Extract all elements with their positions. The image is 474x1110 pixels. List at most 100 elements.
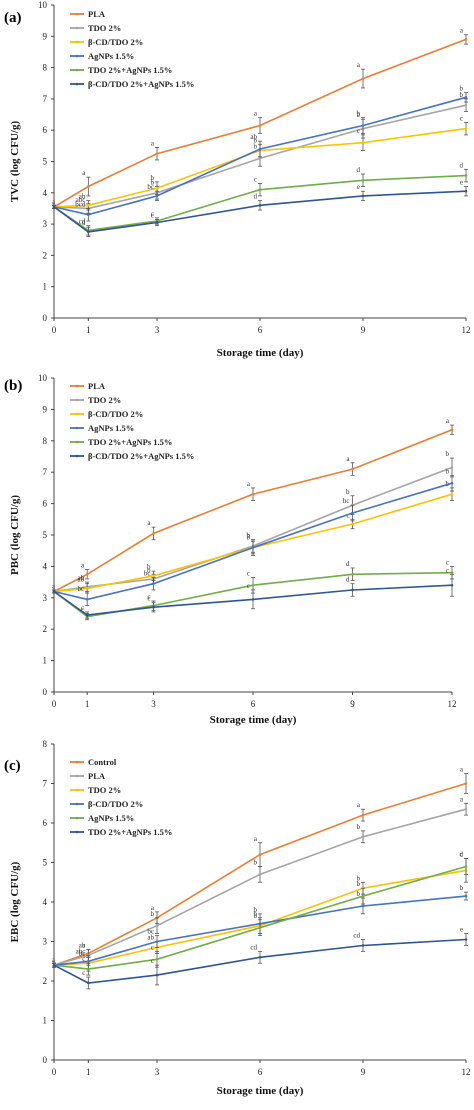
legend-marker bbox=[75, 440, 79, 444]
data-label: b bbox=[357, 111, 361, 119]
x-tick-label: 6 bbox=[258, 1067, 263, 1077]
data-label: e bbox=[460, 179, 463, 187]
data-point bbox=[85, 613, 89, 617]
data-label: b bbox=[357, 880, 361, 888]
series-line bbox=[53, 493, 453, 593]
legend-entry: β-CD/TDO 2% bbox=[88, 37, 143, 47]
legend-marker bbox=[75, 830, 79, 834]
series-line bbox=[53, 38, 467, 208]
y-tick-label: 1 bbox=[43, 1016, 48, 1026]
data-point bbox=[52, 590, 56, 593]
data-point bbox=[361, 894, 365, 898]
x-tick-label: 9 bbox=[350, 699, 355, 709]
data-point bbox=[464, 174, 468, 177]
y-tick-label: 9 bbox=[43, 404, 48, 414]
series-line bbox=[53, 865, 467, 970]
x-tick-label: 1 bbox=[86, 325, 91, 335]
data-label: c bbox=[446, 558, 449, 566]
data-label: b bbox=[254, 136, 258, 144]
data-label: a bbox=[254, 110, 258, 118]
data-point bbox=[152, 532, 155, 535]
y-tick-label: 6 bbox=[43, 818, 48, 828]
legend-entry: TDO 2% bbox=[88, 395, 121, 405]
legend-marker bbox=[75, 454, 79, 458]
series-line bbox=[53, 895, 467, 966]
data-label: c bbox=[82, 955, 85, 963]
data-point bbox=[258, 873, 262, 876]
panel-label: (b) bbox=[4, 378, 22, 394]
data-label: a bbox=[446, 417, 450, 425]
legend-marker bbox=[75, 398, 79, 402]
data-label: c bbox=[247, 582, 250, 590]
data-label: b bbox=[357, 823, 361, 831]
data-label: b bbox=[460, 884, 464, 892]
data-point bbox=[155, 973, 159, 977]
data-point bbox=[251, 492, 255, 496]
y-tick-label: 2 bbox=[43, 624, 48, 634]
data-label: c bbox=[147, 595, 150, 603]
data-point bbox=[464, 894, 468, 898]
data-label: b bbox=[357, 110, 361, 118]
data-point bbox=[251, 583, 255, 587]
data-label: c bbox=[460, 114, 463, 122]
y-tick-label: 0 bbox=[43, 687, 48, 697]
data-point bbox=[258, 124, 262, 127]
data-label: bc bbox=[343, 497, 350, 505]
data-label: c bbox=[446, 566, 449, 574]
y-tick-label: 9 bbox=[43, 31, 48, 41]
legend-marker bbox=[75, 54, 79, 58]
data-point bbox=[87, 967, 90, 971]
data-label: ab bbox=[250, 133, 257, 141]
data-point bbox=[52, 205, 56, 209]
data-label: c bbox=[151, 943, 154, 951]
data-point bbox=[87, 204, 90, 207]
data-label: c bbox=[151, 211, 154, 219]
data-label: bc bbox=[78, 585, 85, 593]
data-label: d bbox=[82, 219, 86, 227]
data-label: b bbox=[460, 85, 464, 93]
data-point bbox=[85, 598, 89, 601]
y-tick-label: 5 bbox=[43, 858, 48, 868]
legend-entry: TDO 2%+AgNPs 1.5% bbox=[88, 437, 172, 447]
x-tick-label: 3 bbox=[155, 1067, 160, 1077]
data-label: b bbox=[151, 174, 155, 182]
data-label: b bbox=[460, 91, 464, 99]
data-label: b bbox=[446, 467, 450, 475]
data-point bbox=[351, 572, 354, 576]
legend: PLA TDO 2% β-CD/TDO 2% AgNPs 1.5% TDO 2%+AgN… bbox=[70, 9, 194, 89]
data-label: ab bbox=[79, 193, 86, 201]
series-line bbox=[53, 96, 467, 216]
y-tick-label: 6 bbox=[43, 499, 48, 509]
legend: Control PLA TDO 2% β-CD/TDO 2% AgNPs 1.5% TDO… bbox=[70, 757, 172, 837]
y-tick-label: 4 bbox=[43, 561, 48, 571]
data-label: a bbox=[81, 562, 85, 570]
data-label: c bbox=[82, 969, 85, 977]
data-point bbox=[361, 77, 365, 80]
data-label: c bbox=[460, 851, 463, 859]
y-tick-label: 7 bbox=[43, 779, 48, 789]
data-point bbox=[464, 938, 468, 941]
data-point bbox=[464, 103, 468, 107]
data-label: b bbox=[151, 179, 155, 187]
y-axis-title: TVC (log CFU/g) bbox=[9, 121, 21, 203]
data-point bbox=[258, 188, 262, 191]
y-tick-label: 5 bbox=[43, 530, 48, 540]
legend-entry: TDO 2%+AgNPs 1.5% bbox=[88, 65, 172, 75]
data-label: a bbox=[254, 835, 258, 843]
data-label: a bbox=[460, 27, 464, 35]
data-label: c bbox=[147, 593, 150, 601]
x-tick-label: 12 bbox=[448, 699, 457, 709]
data-label: b bbox=[247, 533, 251, 541]
data-point bbox=[361, 813, 365, 817]
data-point bbox=[155, 940, 159, 943]
data-label: a bbox=[82, 169, 86, 177]
data-label: d bbox=[357, 166, 361, 174]
data-label: ab bbox=[78, 576, 85, 584]
data-label: a bbox=[151, 139, 155, 147]
data-point bbox=[361, 178, 365, 182]
